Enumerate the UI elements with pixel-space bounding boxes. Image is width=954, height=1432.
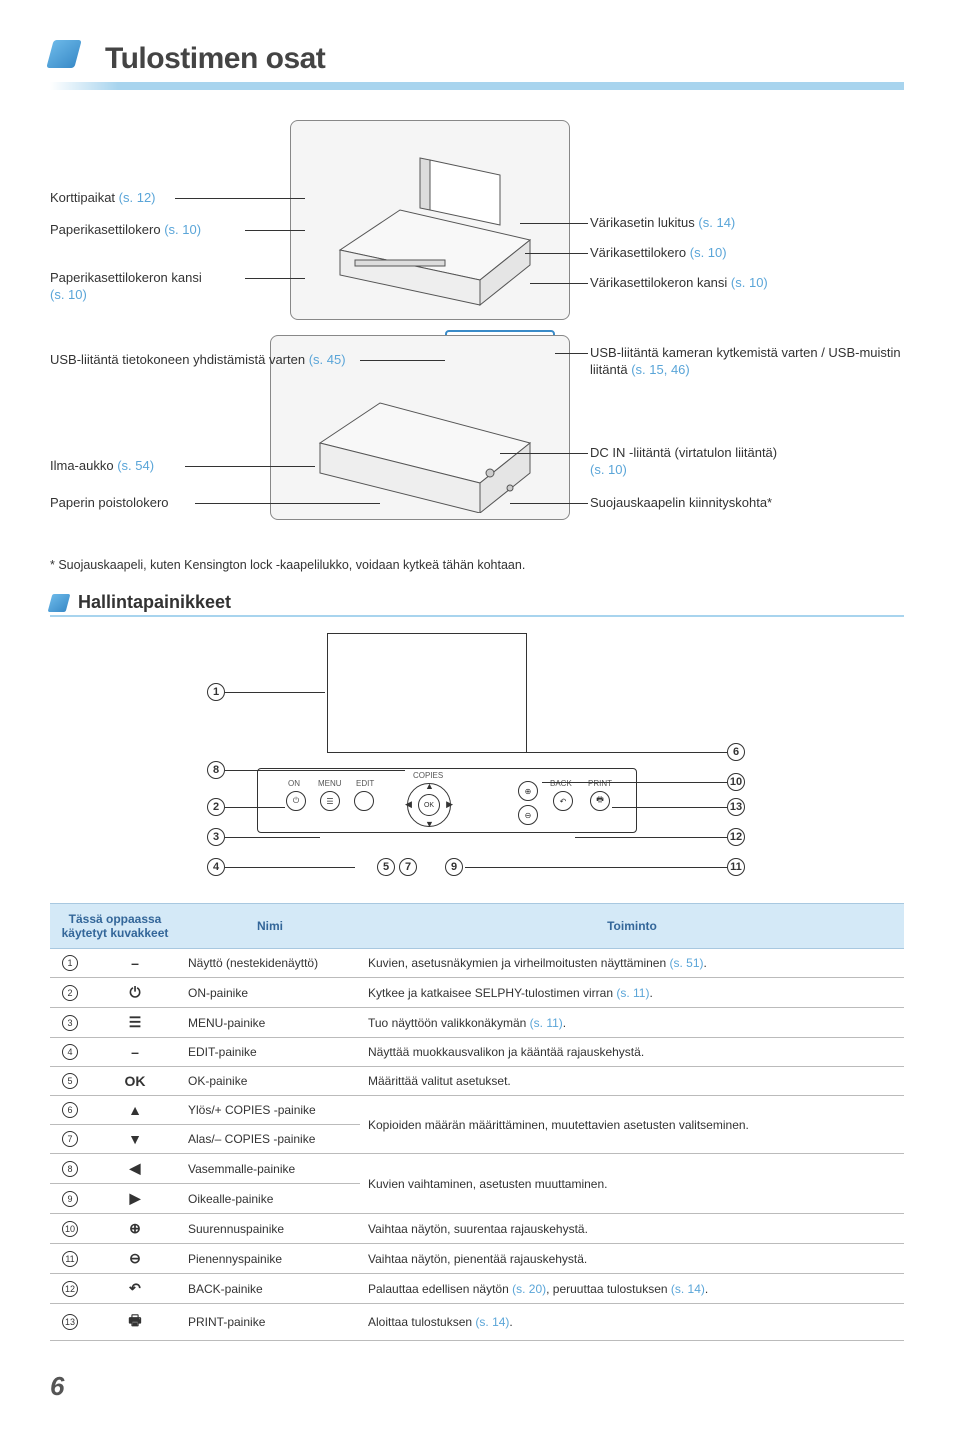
section-controls-header: Hallintapainikkeet	[50, 592, 904, 618]
on-button: ⏻	[286, 791, 306, 811]
th-function: Toiminto	[360, 904, 904, 949]
marker-8: 8	[207, 761, 225, 779]
callout-card-slots: Korttipaikat (s. 12)	[50, 190, 156, 207]
table-row: 11⊖PienennyspainikeVaihtaa näytön, piene…	[50, 1244, 904, 1274]
callout-ink-compartment: Värikasettilokero (s. 10)	[590, 245, 727, 262]
page-title: Tulostimen osat	[50, 40, 904, 76]
callout-ink-lock: Värikasetin lukitus (s. 14)	[590, 215, 735, 232]
page-number: 6	[50, 1371, 904, 1402]
table-row: 6▲Ylös/+ COPIES -painikeKopioiden määrän…	[50, 1096, 904, 1125]
callout-ink-cover: Värikasettilokeron kansi (s. 10)	[590, 275, 768, 292]
callout-security: Suojauskaapelin kiinnityskohta*	[590, 495, 772, 512]
table-row: 13🖶PRINT-painikeAloittaa tulostuksen (s.…	[50, 1304, 904, 1341]
table-row: 3☰MENU-painikeTuo näyttöön valikkonäkymä…	[50, 1008, 904, 1038]
marker-11: 11	[727, 858, 745, 876]
printer-top-figure	[290, 120, 570, 320]
callout-usb-camera: USB-liitäntä kameran kytkemistä varten /…	[590, 345, 910, 379]
back-button: ↶	[553, 791, 573, 811]
edit-button	[354, 791, 374, 811]
callout-air-vent: Ilma-aukko (s. 54)	[50, 458, 154, 475]
zoom-out-button: ⊖	[518, 805, 538, 825]
menu-button: ☰	[320, 791, 340, 811]
section-title: Hallintapainikkeet	[50, 592, 904, 617]
marker-9: 9	[445, 858, 463, 876]
table-row: 5OKOK-painikeMäärittää valitut asetukset…	[50, 1067, 904, 1096]
dpad: OK ▲ ▼ ◀ ▶	[407, 783, 451, 827]
table-row: 8◀Vasemmalle-painikeKuvien vaihtaminen, …	[50, 1154, 904, 1184]
table-row: 2⏻ON-painikeKytkee ja katkaisee SELPHY-t…	[50, 978, 904, 1008]
printer-diagram: ⎓ 📷 Korttipaikat (s. 12) Paperikasettilo…	[50, 120, 904, 550]
marker-12: 12	[727, 828, 745, 846]
marker-7: 7	[399, 858, 417, 876]
callout-paper-output: Paperin poistolokero	[50, 495, 169, 512]
table-row: 1–Näyttö (nestekidenäyttö)Kuvien, asetus…	[50, 949, 904, 978]
marker-5: 5	[377, 858, 395, 876]
marker-2: 2	[207, 798, 225, 816]
th-name: Nimi	[180, 904, 360, 949]
callout-dc-in: DC IN -liitäntä (virtatulon liitäntä)(s.…	[590, 445, 890, 479]
page-title-bar: Tulostimen osat	[50, 40, 904, 90]
table-row: 10⊕SuurennuspainikeVaihtaa näytön, suure…	[50, 1214, 904, 1244]
th-icons: Tässä oppaassa käytetyt kuvakkeet	[50, 904, 180, 949]
marker-13: 13	[727, 798, 745, 816]
callout-paper-cover: Paperikasettilokeron kansi(s. 10)	[50, 270, 250, 304]
marker-1: 1	[207, 683, 225, 701]
controls-diagram: ON ⏻ MENU ☰ EDIT COPIES ⊕ ⊖ BACK ↶ PRINT…	[197, 633, 757, 893]
table-row: 4–EDIT-painikeNäyttää muokkausvalikon ja…	[50, 1038, 904, 1067]
callout-usb-pc: USB-liitäntä tietokoneen yhdistämistä va…	[50, 352, 360, 369]
diagram-footnote: * Suojauskaapeli, kuten Kensington lock …	[50, 558, 904, 572]
zoom-in-button: ⊕	[518, 781, 538, 801]
printer-iso-sketch	[300, 130, 560, 310]
marker-4: 4	[207, 858, 225, 876]
lcd-screen	[327, 633, 527, 753]
controls-table: Tässä oppaassa käytetyt kuvakkeet Nimi T…	[50, 903, 904, 1341]
print-button: 🖶	[590, 791, 610, 811]
marker-6: 6	[727, 743, 745, 761]
table-row: 12↶BACK-painikePalauttaa edellisen näytö…	[50, 1274, 904, 1304]
title-underline	[50, 82, 904, 90]
callout-paper-cassette: Paperikasettilokero (s. 10)	[50, 222, 201, 239]
marker-3: 3	[207, 828, 225, 846]
marker-10: 10	[727, 773, 745, 791]
